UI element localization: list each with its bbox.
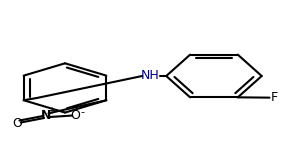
Text: +: +: [47, 106, 55, 116]
Text: F: F: [271, 91, 278, 104]
Text: N: N: [41, 109, 51, 122]
Text: O: O: [70, 109, 80, 122]
Text: NH: NH: [141, 69, 160, 82]
Text: -: -: [80, 107, 84, 117]
Text: O: O: [12, 116, 22, 130]
